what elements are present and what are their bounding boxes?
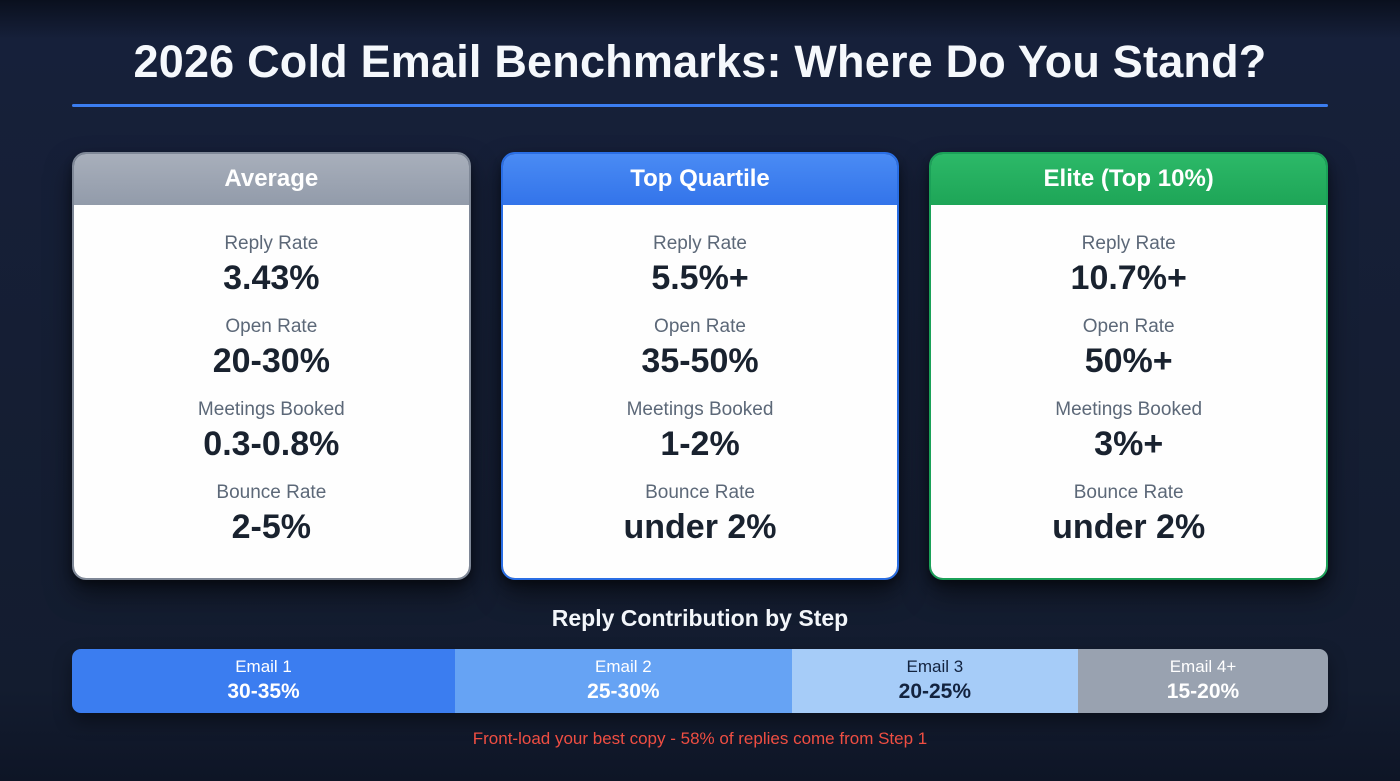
benchmark-card-average: Average Reply Rate 3.43% Open Rate 20-30… (72, 151, 471, 580)
segment-value: 15-20% (1166, 680, 1240, 704)
bar-segment-email-3: Email 3 20-25% (791, 648, 1079, 713)
metric-value: 10.7%+ (1070, 258, 1187, 297)
metric-value: under 2% (623, 507, 777, 546)
segment-value: 30-35% (227, 680, 300, 704)
metric-value: 1-2% (660, 424, 740, 463)
metric-bounce-rate: Bounce Rate under 2% (939, 481, 1318, 547)
metric-label: Bounce Rate (216, 481, 327, 503)
metric-meetings-booked: Meetings Booked 3%+ (939, 398, 1318, 464)
bar-segment-email-4-plus: Email 4+ 15-20% (1078, 648, 1328, 713)
segment-value: 20-25% (898, 680, 972, 704)
metric-open-rate: Open Rate 50%+ (939, 315, 1318, 381)
segment-label: Email 3 (906, 656, 964, 676)
metric-label: Open Rate (1082, 315, 1175, 337)
title-underline (72, 103, 1328, 107)
benchmark-cards: Average Reply Rate 3.43% Open Rate 20-30… (0, 107, 1400, 580)
section-title: Reply Contribution by Step (551, 604, 849, 631)
step-contribution-bar: Email 1 30-35% Email 2 25-30% Email 3 20… (72, 648, 1328, 713)
segment-label: Email 4+ (1169, 656, 1237, 676)
metric-meetings-booked: Meetings Booked 0.3-0.8% (82, 398, 461, 464)
metric-label: Reply Rate (1081, 232, 1176, 254)
metric-label: Open Rate (225, 315, 318, 337)
card-body-average: Reply Rate 3.43% Open Rate 20-30% Meetin… (74, 204, 469, 578)
metric-value: under 2% (1052, 507, 1206, 546)
footer-note: Front-load your best copy - 58% of repli… (472, 728, 928, 748)
segment-label: Email 2 (595, 656, 652, 676)
card-body-top-quartile: Reply Rate 5.5%+ Open Rate 35-50% Meetin… (502, 204, 898, 578)
metric-label: Meetings Booked (1055, 398, 1203, 420)
segment-value: 25-30% (587, 680, 660, 704)
metric-label: Bounce Rate (1073, 481, 1184, 503)
metric-label: Meetings Booked (197, 398, 345, 420)
metric-label: Reply Rate (653, 232, 747, 254)
metric-value: 20-30% (212, 341, 330, 380)
metric-value: 35-50% (641, 341, 759, 380)
card-header-top-quartile: Top Quartile (502, 153, 898, 205)
metric-bounce-rate: Bounce Rate under 2% (511, 481, 890, 547)
metric-open-rate: Open Rate 20-30% (82, 315, 461, 381)
card-header-elite: Elite (Top 10%) (931, 153, 1327, 205)
card-body-elite: Reply Rate 10.7%+ Open Rate 50%+ Meeting… (931, 204, 1327, 578)
metric-reply-rate: Reply Rate 5.5%+ (511, 232, 890, 298)
metric-bounce-rate: Bounce Rate 2-5% (82, 481, 461, 547)
metric-open-rate: Open Rate 35-50% (511, 315, 890, 381)
benchmark-card-top-quartile: Top Quartile Reply Rate 5.5%+ Open Rate … (500, 151, 900, 580)
metric-label: Bounce Rate (645, 481, 755, 503)
metric-label: Meetings Booked (626, 398, 774, 420)
metric-reply-rate: Reply Rate 3.43% (82, 232, 461, 298)
metric-value: 3%+ (1094, 424, 1164, 463)
segment-label: Email 1 (235, 656, 292, 676)
metric-value: 0.3-0.8% (203, 424, 340, 463)
metric-reply-rate: Reply Rate 10.7%+ (939, 232, 1318, 298)
reply-contribution-section: Reply Contribution by Step Email 1 30-35… (0, 605, 1400, 749)
bar-segment-email-1: Email 1 30-35% (72, 648, 456, 713)
metric-value: 5.5%+ (651, 258, 749, 297)
metric-label: Open Rate (654, 315, 746, 337)
metric-value: 50%+ (1084, 341, 1173, 380)
bar-segment-email-2: Email 2 25-30% (455, 648, 792, 713)
metric-label: Reply Rate (224, 232, 319, 254)
metric-value: 3.43% (223, 258, 320, 297)
page-title: 2026 Cold Email Benchmarks: Where Do You… (133, 36, 1267, 87)
card-header-average: Average (74, 153, 469, 205)
benchmark-card-elite: Elite (Top 10%) Reply Rate 10.7%+ Open R… (929, 151, 1329, 580)
header: 2026 Cold Email Benchmarks: Where Do You… (0, 0, 1400, 107)
metric-value: 2-5% (231, 507, 312, 546)
metric-meetings-booked: Meetings Booked 1-2% (511, 398, 890, 464)
